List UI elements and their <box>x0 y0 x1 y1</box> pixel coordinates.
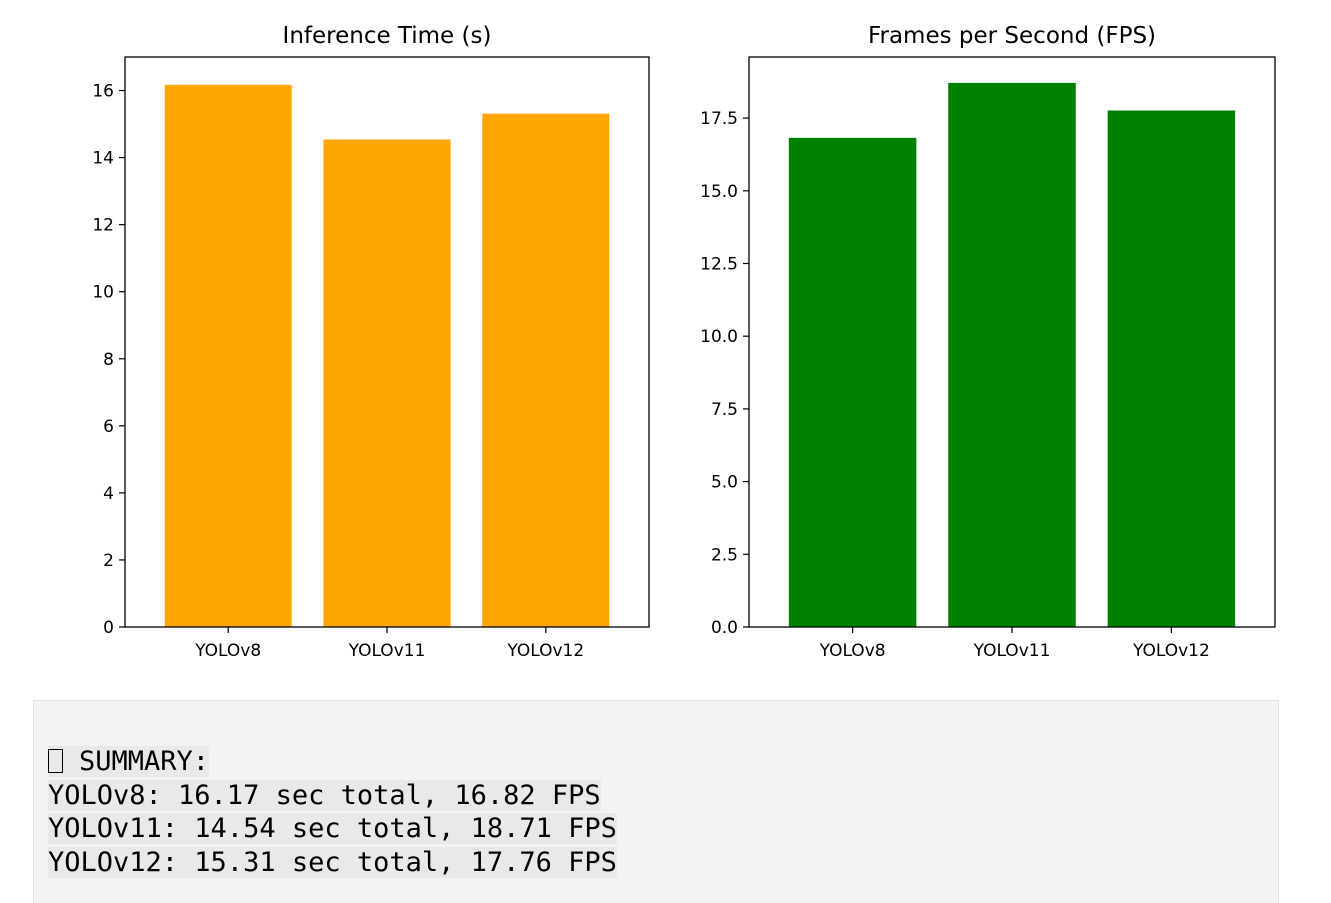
y-tick-label: 6 <box>103 417 114 437</box>
y-tick-label: 2.5 <box>711 545 738 565</box>
summary-heading: SUMMARY: <box>79 746 210 777</box>
x-tick-label: YOLOv11 <box>973 641 1051 661</box>
summary-line: YOLOv12: 15.31 sec total, 17.76 FPS <box>48 846 617 880</box>
summary-line: YOLOv8: 16.17 sec total, 16.82 FPS <box>48 779 617 813</box>
x-tick-label: YOLOv12 <box>506 641 584 661</box>
missing-glyph-icon <box>48 749 63 773</box>
bar-yolov12 <box>482 113 610 628</box>
bar-yolov12 <box>1107 110 1236 628</box>
y-tick-label: 16 <box>92 82 114 102</box>
charts-figure: Inference Time (s) 0 2 4 6 8 10 12 14 16 YOLOv8 YOL… <box>92 23 1276 661</box>
bar-yolov8 <box>164 84 292 628</box>
chart-title: Inference Time (s) <box>283 23 492 49</box>
x-tick-label: YOLOv12 <box>1132 641 1210 661</box>
y-tick-label: 4 <box>103 484 114 504</box>
y-tick-label: 12 <box>92 216 114 236</box>
summary-line: YOLOv11: 14.54 sec total, 18.71 FPS <box>48 812 617 846</box>
summary-line-yolov12: YOLOv12: 15.31 sec total, 17.76 FPS <box>48 846 617 878</box>
y-tick-label: 2 <box>103 551 114 571</box>
summary-line-yolov11: YOLOv11: 14.54 sec total, 18.71 FPS <box>48 813 617 844</box>
y-tick-label: 10.0 <box>700 327 738 347</box>
bar-yolov11 <box>948 82 1076 628</box>
y-tick-label: 14 <box>92 149 114 169</box>
y-tick-label: 12.5 <box>700 254 738 274</box>
y-tick-label: 7.5 <box>711 400 738 420</box>
bar-yolov8 <box>788 137 917 628</box>
y-tick-label: 17.5 <box>700 109 738 129</box>
y-tick-label: 15.0 <box>700 182 738 202</box>
cell-output: SUMMARY: YOLOv8: 16.17 sec total, 16.82 … <box>33 700 1279 903</box>
y-tick-label: 0 <box>103 618 114 638</box>
y-tick-label: 0.0 <box>711 618 738 638</box>
summary-heading-line: SUMMARY: <box>48 745 617 779</box>
bar-yolov11 <box>323 139 451 627</box>
x-tick-label: YOLOv8 <box>819 641 886 661</box>
y-tick-label: 8 <box>103 350 114 370</box>
chart-title: Frames per Second (FPS) <box>868 23 1156 49</box>
x-tick-label: YOLOv8 <box>194 641 261 661</box>
y-tick-label: 10 <box>92 283 114 303</box>
summary-line-yolov8: YOLOv8: 16.17 sec total, 16.82 FPS <box>48 779 601 811</box>
y-tick-label: 5.0 <box>711 473 738 493</box>
x-tick-label: YOLOv11 <box>348 641 426 661</box>
summary-text: SUMMARY: YOLOv8: 16.17 sec total, 16.82 … <box>48 745 617 879</box>
